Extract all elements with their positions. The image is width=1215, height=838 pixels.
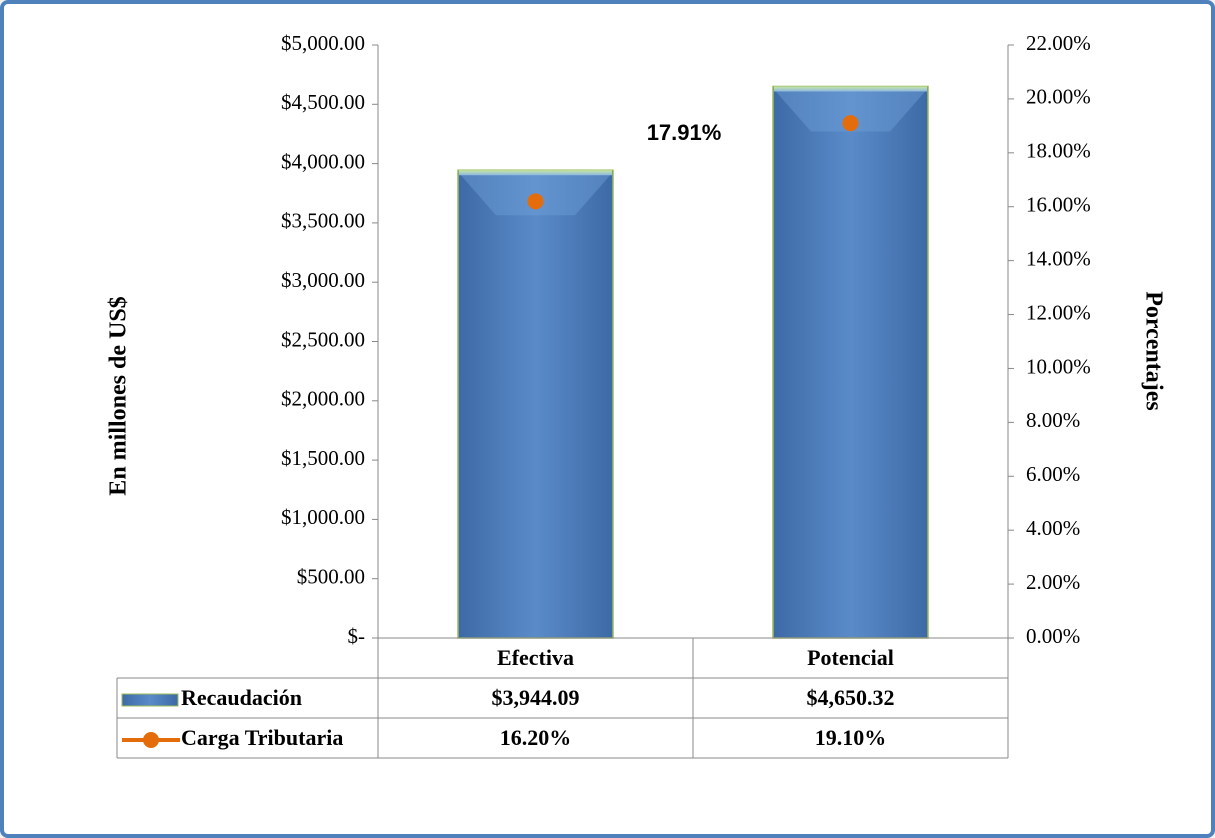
y2-tick-label: 4.00%	[1026, 516, 1080, 540]
y-tick-label: $2,000.00	[281, 387, 365, 411]
y-tick-label: $3,000.00	[281, 268, 365, 292]
bar-bevel	[775, 90, 926, 132]
legend-swatch	[121, 693, 179, 707]
y2-tick-label: 20.00%	[1026, 85, 1091, 109]
table-value: 16.20%	[500, 725, 572, 750]
table-value: 19.10%	[815, 725, 887, 750]
legend-label: Recaudación	[181, 685, 302, 710]
table-value: $3,944.09	[492, 685, 580, 710]
bar-top	[459, 170, 612, 176]
x-tick-label: Efectiva	[497, 645, 574, 670]
y-tick-label: $4,000.00	[281, 149, 365, 173]
y2-tick-label: 2.00%	[1026, 570, 1080, 594]
y2-tick-label: 6.00%	[1026, 462, 1080, 486]
bar-top	[774, 86, 927, 92]
bar	[457, 169, 614, 639]
y-tick-label: $1,000.00	[281, 505, 365, 529]
y2-tick-label: 18.00%	[1026, 139, 1091, 163]
legend-swatch	[143, 732, 159, 748]
annotation: 17.91%	[647, 120, 722, 145]
y2-tick-label: 8.00%	[1026, 408, 1080, 432]
y-tick-label: $-	[348, 624, 366, 648]
y-tick-label: $4,500.00	[281, 90, 365, 114]
y2-tick-label: 0.00%	[1026, 624, 1080, 648]
line-marker	[842, 115, 859, 132]
line-marker	[527, 193, 544, 210]
y2-tick-label: 10.00%	[1026, 354, 1091, 378]
y2-tick-label: 22.00%	[1026, 31, 1091, 55]
y-tick-label: $500.00	[297, 565, 365, 589]
y-axis-label: En millones de US$	[106, 296, 132, 495]
y-tick-label: $3,500.00	[281, 209, 365, 233]
y2-tick-label: 14.00%	[1026, 246, 1091, 270]
table-value: $4,650.32	[807, 685, 895, 710]
x-tick-label: Potencial	[807, 645, 894, 670]
y-tick-label: $5,000.00	[281, 31, 365, 55]
bar	[772, 85, 929, 639]
y2-tick-label: 16.00%	[1026, 193, 1091, 217]
y2-axis-label: Porcentajes	[1140, 291, 1166, 411]
y-tick-label: $1,500.00	[281, 446, 365, 470]
y-tick-label: $2,500.00	[281, 327, 365, 351]
y2-tick-label: 12.00%	[1026, 300, 1091, 324]
legend-label: Carga Tributaria	[181, 725, 343, 750]
